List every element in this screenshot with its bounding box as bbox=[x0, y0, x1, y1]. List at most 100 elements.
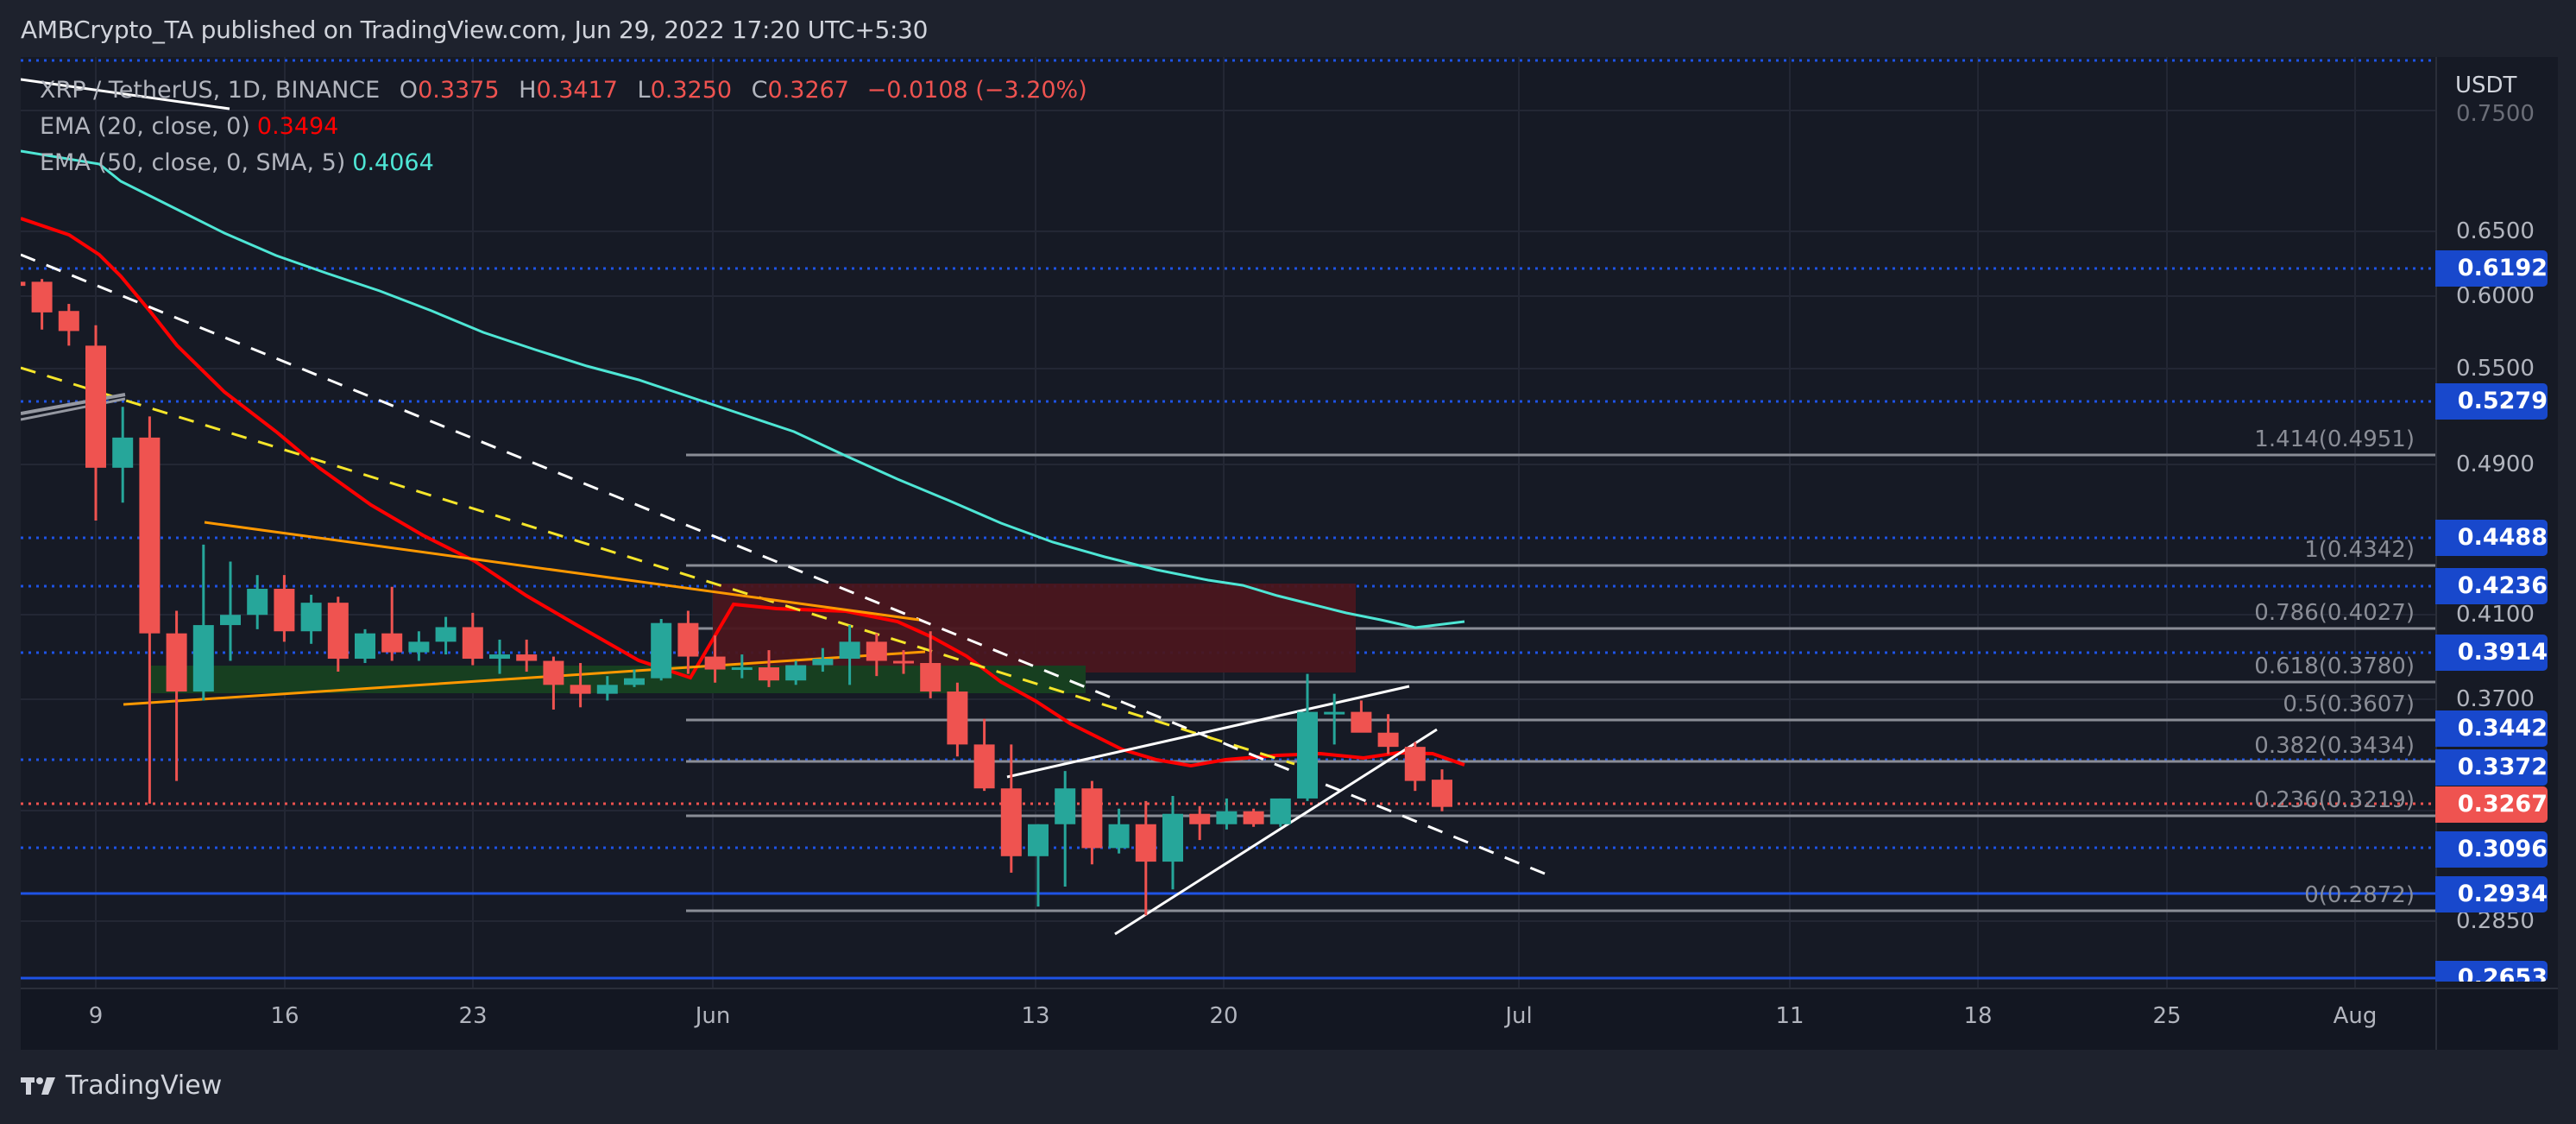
time-tick: Jun bbox=[695, 1003, 731, 1029]
time-axis[interactable] bbox=[21, 988, 2435, 1050]
candle[interactable] bbox=[1000, 744, 1022, 873]
candle[interactable] bbox=[1135, 800, 1156, 916]
candle[interactable] bbox=[947, 682, 968, 757]
symbol-title[interactable]: XRP / TetherUS, 1D, BINANCE bbox=[40, 77, 381, 104]
candle[interactable] bbox=[624, 669, 645, 687]
candle[interactable] bbox=[85, 325, 106, 521]
candle[interactable] bbox=[785, 660, 807, 685]
candle[interactable] bbox=[1055, 771, 1076, 887]
candle[interactable] bbox=[1269, 798, 1291, 827]
level-badge[interactable]: 0.3914 bbox=[2435, 635, 2548, 671]
time-tick: Aug bbox=[2333, 1003, 2378, 1029]
high-key: H bbox=[519, 77, 537, 104]
level-badge[interactable]: 0.4488 bbox=[2435, 520, 2548, 556]
candle[interactable] bbox=[866, 633, 887, 677]
candle[interactable] bbox=[651, 618, 672, 681]
time-tick: 23 bbox=[458, 1003, 488, 1029]
ema20-row[interactable]: EMA (20, close, 0) 0.3494 bbox=[40, 109, 1087, 145]
candle[interactable] bbox=[247, 575, 268, 629]
change-value: −0.0108 (−3.20%) bbox=[866, 77, 1087, 104]
price-tick: 0.4900 bbox=[2456, 451, 2535, 477]
candle[interactable] bbox=[1324, 693, 1345, 745]
candle[interactable] bbox=[920, 631, 942, 698]
candle[interactable] bbox=[1243, 808, 1264, 827]
close-key: C bbox=[751, 77, 768, 104]
fib-label: 0.618(0.3780) bbox=[2254, 654, 2415, 679]
candle[interactable] bbox=[893, 650, 914, 674]
candle[interactable] bbox=[1162, 795, 1183, 890]
candle[interactable] bbox=[355, 628, 375, 664]
candle[interactable] bbox=[1189, 805, 1211, 841]
horizontal-levels bbox=[21, 59, 2435, 849]
open-value: 0.3375 bbox=[418, 77, 500, 104]
ema20-label[interactable]: EMA (20, close, 0) bbox=[40, 113, 250, 140]
level-badge[interactable]: 0.5279 bbox=[2435, 383, 2548, 420]
candle[interactable] bbox=[973, 718, 995, 792]
candle[interactable] bbox=[596, 676, 618, 701]
candle[interactable] bbox=[570, 663, 591, 708]
candle[interactable] bbox=[462, 612, 483, 666]
candle[interactable] bbox=[1028, 824, 1049, 907]
ema50-row[interactable]: EMA (50, close, 0, SMA, 5) 0.4064 bbox=[40, 145, 1087, 181]
candle[interactable] bbox=[435, 616, 457, 655]
candle[interactable] bbox=[1404, 742, 1426, 792]
candle[interactable] bbox=[759, 650, 779, 687]
candle[interactable] bbox=[192, 544, 214, 701]
level-badge[interactable]: 0.3372 bbox=[2435, 749, 2548, 786]
candle[interactable] bbox=[489, 639, 510, 674]
triangle-lower bbox=[123, 650, 926, 706]
level-badge[interactable]: 0.3096 bbox=[2435, 831, 2548, 868]
current-price-badge[interactable]: 0.3267 bbox=[2435, 786, 2548, 823]
time-tick: 13 bbox=[1021, 1003, 1050, 1029]
candle[interactable] bbox=[812, 647, 834, 673]
ema50-label[interactable]: EMA (50, close, 0, SMA, 5) bbox=[40, 149, 346, 176]
time-tick: Jul bbox=[1505, 1003, 1533, 1029]
price-tick: 0.7500 bbox=[2456, 101, 2535, 127]
candle[interactable] bbox=[677, 610, 699, 674]
level-badge[interactable]: 0.2653 bbox=[2435, 961, 2548, 982]
candle[interactable] bbox=[220, 561, 241, 661]
candle[interactable] bbox=[166, 610, 187, 781]
level-badge[interactable]: 0.6192 bbox=[2435, 250, 2548, 287]
fib-label: 1.414(0.4951) bbox=[2254, 426, 2415, 452]
candle[interactable] bbox=[543, 656, 564, 710]
candle[interactable] bbox=[1432, 769, 1452, 811]
tradingview-logo[interactable]: TradingView bbox=[21, 1070, 222, 1101]
publish-header: AMBCrypto_TA published on TradingView.co… bbox=[21, 16, 929, 44]
candle[interactable] bbox=[112, 407, 134, 503]
candle[interactable] bbox=[1216, 798, 1238, 830]
level-badge[interactable]: 0.2934 bbox=[2435, 876, 2548, 912]
chart-legend: XRP / TetherUS, 1D, BINANCE O0.3375 H0.3… bbox=[40, 73, 1087, 181]
candle[interactable] bbox=[139, 416, 161, 804]
price-tick: 0.4100 bbox=[2456, 602, 2535, 628]
symbol-row[interactable]: XRP / TetherUS, 1D, BINANCE O0.3375 H0.3… bbox=[40, 73, 1087, 109]
price-tick: 0.6500 bbox=[2456, 218, 2535, 244]
candle[interactable] bbox=[327, 597, 349, 673]
time-tick: 11 bbox=[1775, 1003, 1804, 1029]
time-tick: 18 bbox=[1963, 1003, 1993, 1029]
candle[interactable] bbox=[839, 625, 860, 685]
candle[interactable] bbox=[1081, 780, 1103, 865]
candle[interactable] bbox=[731, 654, 753, 679]
candle[interactable] bbox=[1108, 808, 1130, 854]
price-tick: 0.5500 bbox=[2456, 356, 2535, 382]
candle[interactable] bbox=[381, 586, 403, 661]
candle[interactable] bbox=[300, 594, 322, 644]
candle[interactable] bbox=[1377, 714, 1399, 755]
level-badge[interactable]: 0.3442 bbox=[2435, 710, 2548, 747]
candle[interactable] bbox=[4, 281, 26, 292]
level-badge[interactable]: 0.4236 bbox=[2435, 568, 2548, 604]
fib-label: 1(0.4342) bbox=[2304, 537, 2415, 563]
descending-trendline-yellow bbox=[21, 366, 1295, 766]
candle[interactable] bbox=[58, 304, 79, 346]
candle[interactable] bbox=[1351, 700, 1372, 733]
ema20-line bbox=[21, 217, 1465, 768]
time-tick: 20 bbox=[1209, 1003, 1238, 1029]
candle[interactable] bbox=[516, 639, 538, 673]
candle[interactable] bbox=[1297, 673, 1318, 801]
candle[interactable] bbox=[31, 279, 53, 330]
candle[interactable] bbox=[274, 575, 295, 642]
candle[interactable] bbox=[408, 631, 430, 661]
candle[interactable] bbox=[704, 635, 726, 683]
